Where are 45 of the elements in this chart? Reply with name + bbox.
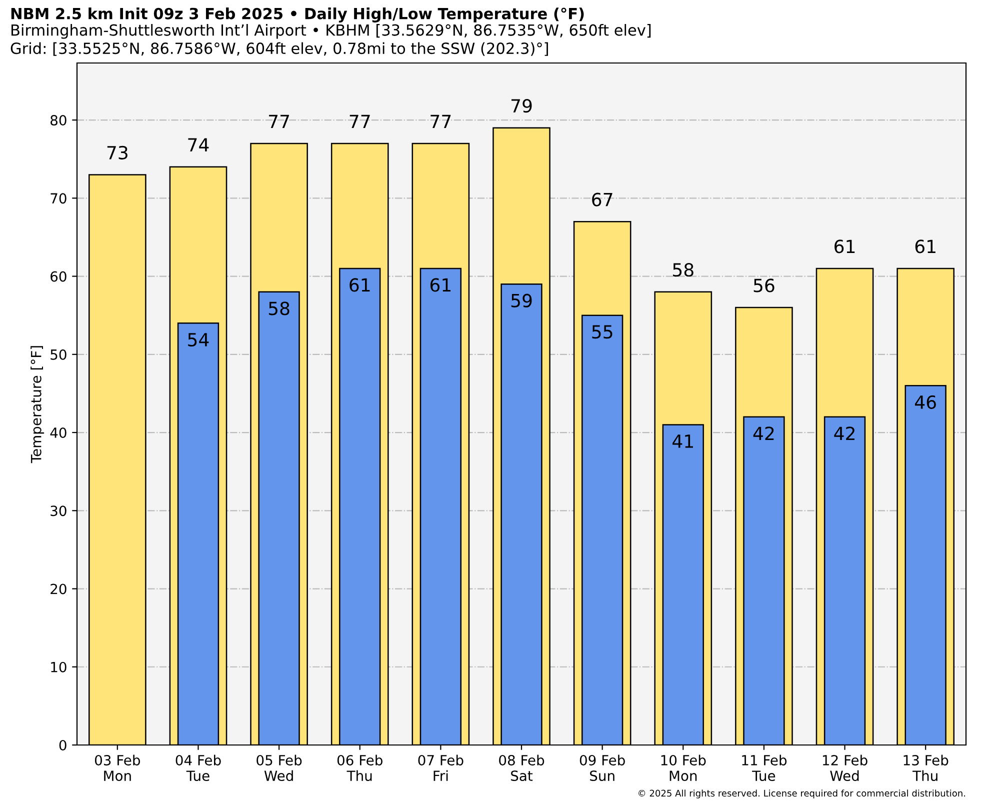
- data-label: 61: [430, 278, 450, 292]
- x-tick-label: 07 Feb Fri: [418, 754, 464, 781]
- data-label: 59: [511, 294, 532, 308]
- data-label: 79: [511, 98, 532, 113]
- text: © 2025 All rights reserved. License required for commercial distribution.: [638, 790, 966, 798]
- data-label: 73: [107, 146, 128, 160]
- x-tick-label: 08 Feb Sat: [499, 754, 544, 782]
- data-label: 42: [753, 426, 774, 440]
- x-tick-label: 04 Feb Tue: [176, 754, 221, 782]
- data-label: 77: [269, 114, 289, 128]
- y-tick-label: 30: [50, 506, 66, 516]
- x-tick-label: 12 Feb Wed: [822, 754, 868, 782]
- chart-title: NBM 2.5 km Init 09z 3 Feb 2025 • Daily High/Low Temperature (°F): [11, 8, 584, 22]
- data-label: 61: [915, 240, 936, 254]
- data-label: 61: [834, 240, 855, 254]
- y-tick-label: 0: [59, 740, 66, 750]
- chart-subtitle: Birmingham-Shuttlesworth Int’l Airport • KBHM [33.5629°N, 86.7535°W, 650ft elev] Grid: [33.5525°N, 86.7586°W, 604ft elev, 0.78mi to the SSW (202.3)°]: [10, 24, 651, 56]
- x-tick-label: 09 Feb Sun: [580, 754, 625, 782]
- data-label: 77: [350, 114, 370, 128]
- y-tick-label: 10: [51, 662, 66, 672]
- x-tick-label: 03 Feb Mon: [94, 754, 140, 782]
- data-label: 55: [592, 325, 612, 339]
- y-tick-label: 20: [50, 584, 66, 594]
- data-label: 46: [914, 395, 936, 409]
- data-label: 58: [268, 302, 290, 316]
- x-tick-label: 05 Feb Wed: [256, 754, 302, 782]
- x-tick-label: 06 Feb Thu: [337, 754, 382, 782]
- data-label: 77: [430, 114, 451, 128]
- data-label: 56: [754, 278, 774, 292]
- data-label: 58: [673, 263, 694, 277]
- x-tick-label: 11 Feb Tue: [742, 754, 787, 782]
- x-tick-label: 13 Feb Thu: [904, 754, 948, 782]
- y-tick-label: 60: [50, 271, 66, 282]
- data-label: 61: [350, 278, 370, 292]
- y-tick-label: 70: [50, 193, 66, 204]
- x-tick-label: 10 Feb Mon: [661, 754, 706, 782]
- data-label: 41: [672, 434, 693, 448]
- data-label: 42: [834, 426, 854, 440]
- data-label: 54: [188, 333, 209, 346]
- y-axis-title: Temperature [°F]: [30, 346, 44, 464]
- y-tick-label: 50: [50, 349, 66, 360]
- y-tick-label: 40: [50, 427, 66, 438]
- y-tick-label: 80: [50, 114, 66, 126]
- data-label: 67: [592, 192, 612, 206]
- data-label: 74: [188, 138, 209, 152]
